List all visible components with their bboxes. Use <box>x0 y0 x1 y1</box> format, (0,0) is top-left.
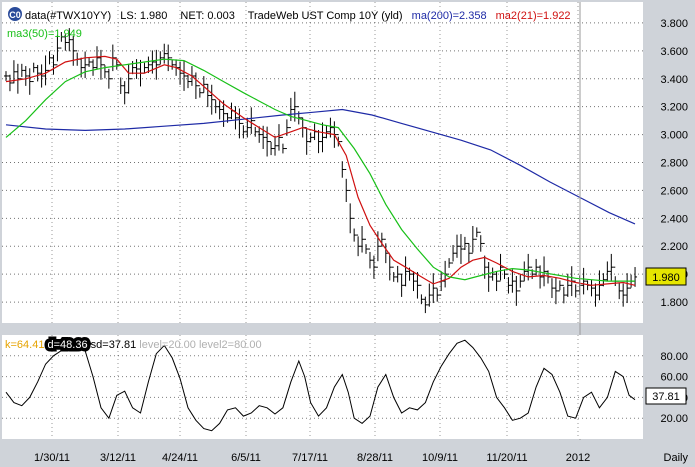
x-tick-label: 3/12/11 <box>100 452 136 464</box>
price-tick-label: 2.200 <box>660 241 688 253</box>
price-tick-label: 3.200 <box>660 102 688 114</box>
price-tick-label: 3.600 <box>660 46 688 58</box>
osc-tick-label: 60.00 <box>660 372 688 384</box>
last-osc-badge <box>645 387 687 405</box>
x-tick-label: 11/20/11 <box>486 452 527 464</box>
instrument-name: TradeWeb UST Comp 10Y (yld) <box>248 10 403 22</box>
series-badge-icon <box>8 7 22 21</box>
x-tick-label: 8/28/11 <box>357 452 393 464</box>
x-tick-label: 7/17/11 <box>292 452 328 464</box>
x-tick-label: 1/30/11 <box>34 452 70 464</box>
price-tick-label: 3.000 <box>660 130 688 142</box>
osc-tick-label: 80.00 <box>660 351 688 363</box>
d-legend: d=48.36 <box>48 339 88 351</box>
osc-tick-label: 20.00 <box>660 413 688 425</box>
price-tick-label: 3.400 <box>660 74 688 86</box>
ma50-line <box>5 58 635 282</box>
sd-line <box>5 339 636 432</box>
price-tick-label: 1.800 <box>660 297 688 309</box>
ma200-line <box>5 108 636 225</box>
x-tick-label: 2012 <box>566 452 590 464</box>
price-tick-label: 2.600 <box>660 185 688 197</box>
sd-legend: sd=37.81 <box>91 339 137 351</box>
ma50-legend: ma3(50)=1.949 <box>7 28 82 40</box>
x-tick-label: 6/5/11 <box>231 452 261 464</box>
last-label: LS: 1.980 <box>120 10 167 22</box>
price-tick-label: 3.800 <box>660 18 688 30</box>
price-tick-label: 2.400 <box>660 213 688 225</box>
net-label: NET: 0.003 <box>180 10 234 22</box>
price-tick-label: 2.800 <box>660 158 688 170</box>
last-osc-value: 37.81 <box>652 391 680 403</box>
ma200-legend: ma(200)=2.358 <box>412 10 487 22</box>
series-badge: C0 <box>9 10 21 20</box>
stochastic-legend: k=64.41 d=48.36 sd=37.81 level=20.00 lev… <box>5 339 262 351</box>
level-legend: level=20.00 <box>139 339 196 351</box>
ma21-legend: ma2(21)=1.922 <box>496 10 571 22</box>
x-tick-label: 10/9/11 <box>422 452 458 464</box>
last-price-value: 1.980 <box>652 272 680 284</box>
ma21-line <box>5 55 636 286</box>
period-label: Daily <box>664 452 689 464</box>
symbol-label: data(#TWX10YY) <box>25 10 111 22</box>
last-price-badge <box>645 267 687 286</box>
level2-legend: level2=80.00 <box>199 339 262 351</box>
series-legend: data(#TWX10YY) LS: 1.980 NET: 0.003 Trad… <box>25 10 571 22</box>
k-legend: k=64.41 <box>5 339 44 351</box>
x-tick-label: 4/24/11 <box>162 452 198 464</box>
